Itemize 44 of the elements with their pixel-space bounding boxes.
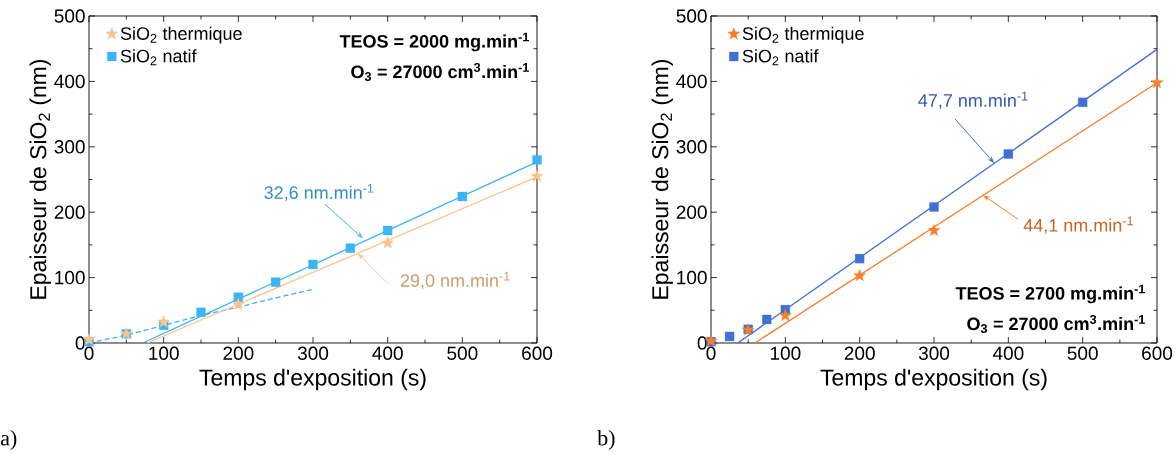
x-tick-label: 100 [149, 346, 179, 360]
y-tick-label: 200 [54, 205, 85, 219]
y-tick-label: 400 [676, 74, 707, 89]
y-tick-label: 100 [55, 270, 85, 285]
y-tick-label: 400 [54, 74, 85, 89]
y-tick-label: 500 [676, 9, 707, 23]
annotation: TEOS = 2700 mg.min$^{-1}$ [955, 284, 1145, 304]
x-tick-label: 100 [770, 346, 801, 360]
x-tick-label: 0 [84, 346, 94, 360]
x-tick-label: 300 [918, 346, 950, 360]
text: a) [0, 430, 17, 450]
x-tick-label: 400 [372, 346, 403, 360]
x-tick-label: 400 [992, 346, 1024, 360]
x-tick-label: 600 [1142, 346, 1173, 360]
x-tick-label: 200 [223, 346, 254, 360]
x-tick-label: 200 [844, 346, 875, 360]
legend-label: SiO$_{2}$ natif [120, 49, 197, 66]
annotation: 47,7 nm.min$^{-1}$ [918, 91, 1028, 109]
y-tick-label: 300 [54, 140, 85, 154]
x-tick-label: 300 [297, 346, 329, 360]
legend-label: SiO$_{2}$ natif [742, 49, 819, 66]
y-tick-label: 500 [54, 9, 85, 23]
legend-label: SiO$_{2}$ thermique [742, 26, 864, 44]
text: b) [597, 430, 615, 450]
x-tick-label: 500 [447, 346, 478, 360]
y-tick-label: 100 [677, 270, 707, 285]
legend-label: SiO$_{2}$ thermique [120, 26, 242, 44]
x-tick-label: 600 [522, 346, 553, 360]
annotation: TEOS = 2000 mg.min$^{-1}$ [339, 32, 529, 52]
y-tick-label: 0 [697, 336, 707, 350]
y-axis-title: Epaisseur de SiO$_{2}$ (nm) [29, 59, 51, 299]
annotation: 32,6 nm.min$^{-1}$ [264, 183, 374, 202]
annotation: 44,1 nm.min$^{-1}$ [1023, 216, 1133, 234]
annotation: 29,0 nm.min$^{-1}$ [400, 271, 510, 289]
x-axis-title: Temps d'exposition (s) [820, 368, 1047, 391]
y-tick-label: 200 [676, 205, 707, 219]
y-axis-title: Epaisseur de SiO$_{2}$ (nm) [651, 59, 673, 299]
x-tick-label: 0 [706, 346, 716, 360]
x-tick-label: 500 [1067, 346, 1098, 360]
y-tick-label: 0 [75, 336, 85, 350]
y-tick-label: 300 [676, 140, 707, 154]
annotation: O$_{3}$ = 27000 cm$^{3}$.min$^{-1}$ [967, 314, 1145, 334]
x-axis-title: Temps d'exposition (s) [199, 368, 426, 391]
annotation: O$_{3}$ = 27000 cm$^{3}$.min$^{-1}$ [351, 62, 529, 82]
